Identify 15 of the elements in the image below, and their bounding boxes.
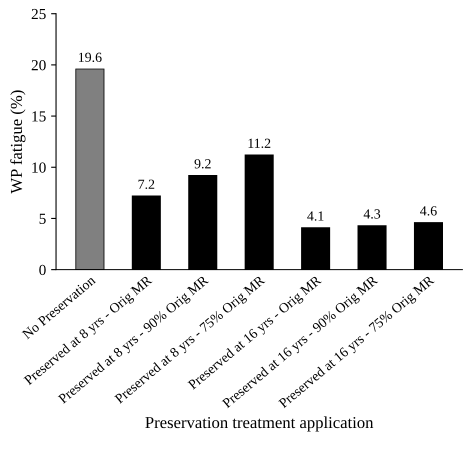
- data-label: 7.2: [138, 180, 154, 189]
- y-tick-label: 0: [39, 264, 46, 276]
- data-label: 19.6: [78, 52, 102, 62]
- y-axis-title: WP fatigue (%): [10, 90, 26, 194]
- y-tick-label: 15: [32, 111, 46, 122]
- data-label: 4.3: [364, 209, 380, 219]
- data-label: 4.1: [307, 211, 324, 221]
- y-tick-label: 25: [32, 8, 46, 20]
- data-label: 9.2: [194, 159, 211, 169]
- y-tick-label: 5: [40, 214, 46, 224]
- y-tick-label: 20: [32, 60, 46, 70]
- data-label: 4.6: [420, 206, 437, 216]
- data-label: 11.2: [248, 138, 270, 148]
- y-tick-label: 10: [32, 162, 46, 173]
- x-axis-title: Preservation treatment application: [145, 416, 374, 432]
